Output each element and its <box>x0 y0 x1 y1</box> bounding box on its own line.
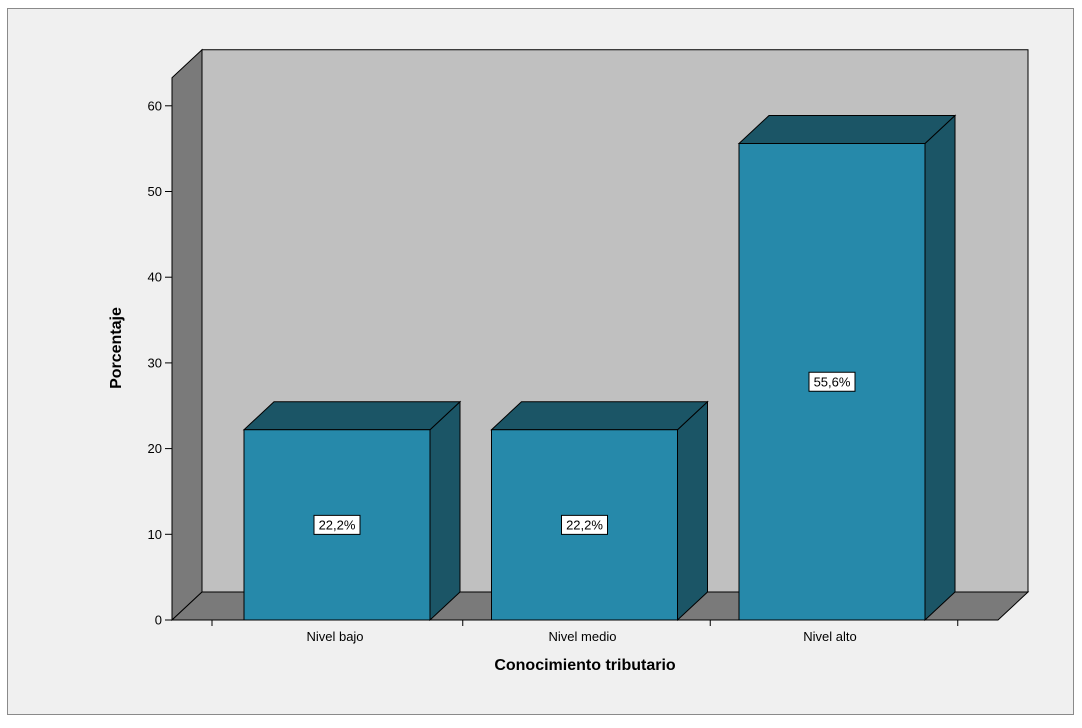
x-tick-label: Nivel bajo <box>306 629 363 644</box>
y-tick-label: 60 <box>148 98 162 113</box>
y-tick-label: 10 <box>148 527 162 542</box>
x-axis: Nivel bajo Nivel medio Nivel alto <box>211 620 959 644</box>
bar: 22,2% <box>490 400 709 622</box>
x-axis-title: Conocimiento tributario <box>494 657 676 674</box>
data-label: 22,2% <box>566 517 603 532</box>
bar-top-face <box>490 401 709 431</box>
data-label: 55,6% <box>814 374 851 389</box>
bars: 22,2% 22,2% 55,6% <box>242 114 957 622</box>
bar: 55,6% <box>737 114 957 622</box>
y-tick-label: 0 <box>155 613 162 628</box>
y-tick-label: 30 <box>148 355 162 370</box>
data-label-box <box>808 371 856 392</box>
data-label-box <box>561 514 608 535</box>
data-label-box <box>313 514 361 535</box>
bar-side-face <box>429 400 461 622</box>
y-tick-label: 20 <box>148 441 162 456</box>
x-tick-label: Nivel alto <box>803 629 856 644</box>
bar-side-face <box>924 114 956 622</box>
bar: 22,2% <box>242 400 462 622</box>
data-label: 22,2% <box>319 517 356 532</box>
y-axis-title: Porcentaje <box>108 307 125 389</box>
bar-top-face <box>737 115 957 145</box>
bar-top-face <box>242 401 462 431</box>
bar-side-face <box>677 400 708 622</box>
y-axis: 0 10 20 30 40 50 60 <box>148 98 172 628</box>
side-wall <box>171 48 203 622</box>
x-tick-label: Nivel medio <box>549 629 617 644</box>
y-tick-label: 50 <box>148 184 162 199</box>
y-tick-label: 40 <box>148 270 162 285</box>
